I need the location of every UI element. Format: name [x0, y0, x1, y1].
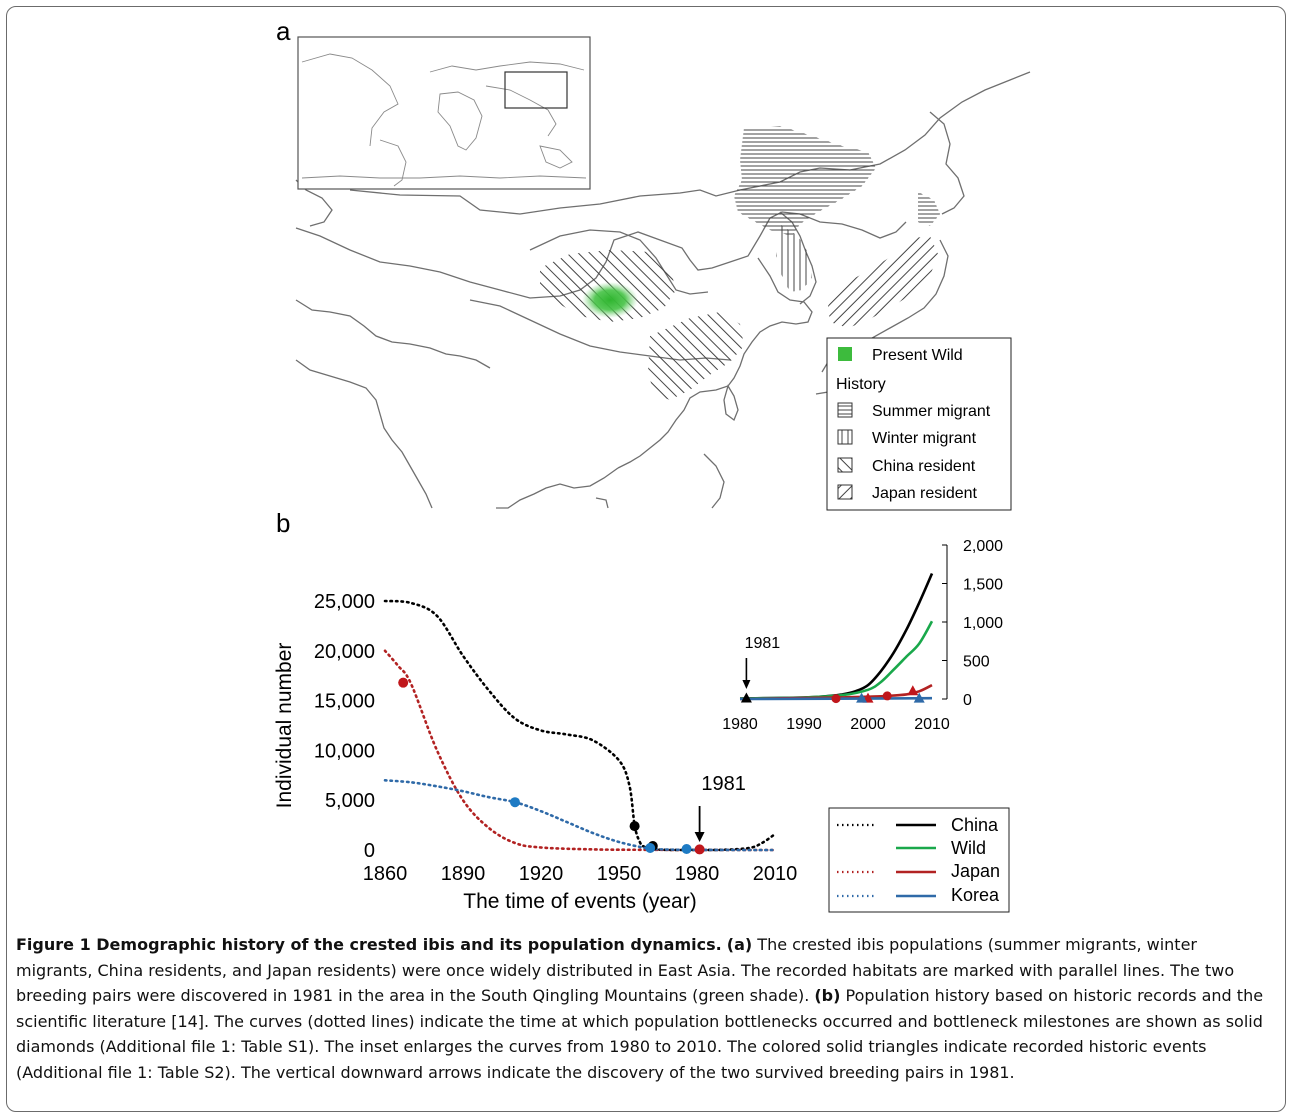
- figure-caption: Figure 1 Demographic history of the cres…: [16, 932, 1278, 1085]
- main-y-tick-label: 10,000: [314, 740, 375, 762]
- milestone-china: [629, 821, 640, 832]
- main-y-tick-label: 20,000: [314, 641, 375, 663]
- main-y-tick-label: 25,000: [314, 591, 375, 613]
- figure-frame: [6, 6, 1286, 1112]
- panel-a-label: a: [276, 16, 291, 46]
- figure-graphics: Present Wild History Summer migrant Wint…: [273, 36, 1031, 913]
- main-annotation-label: 1981: [701, 773, 746, 795]
- habitat-japan-resident: [828, 236, 938, 328]
- main-y-tick-label: 5,000: [325, 790, 375, 812]
- main-x-tick-label: 1980: [675, 863, 720, 885]
- map-southwest-border: [295, 359, 433, 509]
- milestone-korea: [510, 797, 520, 808]
- inset-region-box: [504, 71, 568, 109]
- main-series-korea: [383, 779, 777, 852]
- habitat-japan-summer: [918, 192, 940, 226]
- legend-japan-resident-label: Japan resident: [872, 485, 978, 502]
- legend-summer-label: Summer migrant: [872, 403, 991, 420]
- inset-event-china: [740, 692, 752, 703]
- legend-korea-label: Korea: [951, 885, 1000, 905]
- milestone-korea: [645, 843, 656, 854]
- legend-winter-label: Winter migrant: [872, 430, 977, 447]
- map-india-border: [295, 299, 491, 369]
- inset-event-korea: [856, 692, 868, 703]
- main-x-tick-label: 2010: [753, 863, 798, 885]
- habitat-winter-migrant: [776, 224, 812, 292]
- main-x-tick-label: 1950: [597, 863, 642, 885]
- main-x-tick-label: 1860: [363, 863, 408, 885]
- world-inset: [297, 36, 591, 190]
- legend-wild-label: Wild: [951, 838, 986, 858]
- inset-y-tick-label: 500: [963, 654, 990, 671]
- map-east-coast: [617, 257, 813, 469]
- inset-x-tick-label: 2010: [914, 716, 950, 733]
- map-hainan: [595, 497, 609, 509]
- map-japan-hokkaido: [929, 111, 965, 215]
- inset-series-wild: [739, 620, 934, 700]
- habitat-summer-migrant: [734, 126, 876, 236]
- caption-title: Figure 1 Demographic history of the cres…: [16, 935, 722, 954]
- milestone-japan: [398, 677, 409, 688]
- legend-history-heading: History: [836, 376, 886, 393]
- present-wild-area: [582, 282, 638, 318]
- inset-y-tick-label: 2,000: [963, 538, 1003, 555]
- inset-y-tick-label: 1,500: [963, 577, 1003, 594]
- inset-event-korea: [913, 692, 925, 703]
- panel-b-label: b: [276, 508, 291, 538]
- main-y-axis-label: Individual number: [273, 643, 296, 809]
- main-x-tick-label: 1890: [441, 863, 486, 885]
- main-annotation-arrowhead: [694, 832, 705, 842]
- map-south-coast: [496, 467, 619, 509]
- legend-japan-resident-swatch: [837, 484, 853, 500]
- legend-china-resident-label: China resident: [872, 458, 976, 475]
- main-series-japan: [383, 649, 777, 852]
- inset-y-tick-label: 0: [963, 692, 972, 709]
- inset-event-japan: [907, 685, 919, 696]
- legend-china-label: China: [951, 815, 999, 835]
- caption-a-label: (a): [726, 935, 753, 954]
- milestone-korea: [681, 844, 692, 855]
- inset-marker-japan: [831, 694, 841, 704]
- caption-b-label: (b): [814, 986, 841, 1005]
- legend-present-label: Present Wild: [872, 347, 963, 364]
- inset-marker-japan: [882, 691, 892, 701]
- inset-chart: 0 500 1,000 1,500 2,000 1980 1990 2000 2010 1981: [722, 538, 1003, 733]
- caption-a-text: The crested ibis populations (summer mig…: [16, 935, 1235, 1005]
- main-series-china: [383, 599, 777, 852]
- main-y-tick-label: 0: [364, 840, 375, 862]
- habitat-china-resident-south: [648, 312, 744, 400]
- main-chart: 0 5,000 10,000 15,000 20,000 25,000 1860 1890 19…: [273, 591, 797, 913]
- inset-x-tick-label: 1990: [786, 716, 822, 733]
- main-x-tick-label: 1920: [519, 863, 564, 885]
- legend-present-swatch: [838, 347, 852, 361]
- legend-winter-swatch: [837, 429, 853, 445]
- inset-x-tick-label: 2000: [850, 716, 886, 733]
- milestone-japan: [694, 844, 705, 855]
- main-y-tick-label: 15,000: [314, 691, 375, 713]
- chart-legend: China Wild Japan Korea: [828, 807, 1010, 913]
- caption-b-text: Population history based on historic rec…: [16, 986, 1264, 1082]
- inset-x-tick-label: 1980: [722, 716, 758, 733]
- map-legend: Present Wild History Summer migrant Wint…: [826, 337, 1012, 511]
- legend-japan-label: Japan: [951, 861, 1000, 881]
- legend-china-resident-swatch: [837, 457, 853, 473]
- inset-y-tick-label: 1,000: [963, 615, 1003, 632]
- inset-annotation-label: 1981: [745, 635, 781, 652]
- map-china-outline: [295, 211, 907, 299]
- map-philippines: [703, 453, 725, 509]
- legend-summer-swatch: [837, 402, 853, 418]
- map-yellow-river: [529, 229, 709, 295]
- map-taiwan: [723, 384, 739, 422]
- inset-annotation-arrowhead: [742, 680, 751, 689]
- main-x-axis-label: The time of events (year): [463, 890, 696, 913]
